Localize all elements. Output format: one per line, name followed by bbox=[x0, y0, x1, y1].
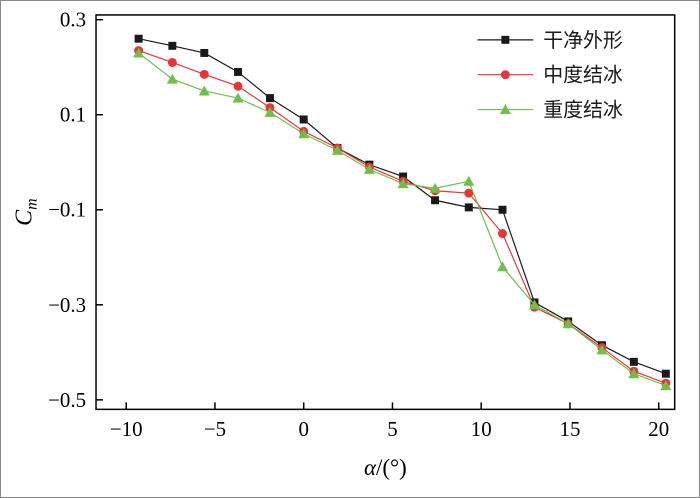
square-marker bbox=[431, 196, 440, 205]
legend-item-2: 重度结冰 bbox=[477, 99, 623, 122]
square-marker bbox=[661, 369, 670, 378]
triangle-marker bbox=[198, 85, 210, 96]
x-tick-label: 20 bbox=[648, 417, 669, 441]
triangle-marker bbox=[429, 182, 441, 193]
series-line bbox=[138, 38, 667, 375]
triangle-marker bbox=[499, 104, 511, 115]
square-marker bbox=[299, 115, 308, 124]
triangle-marker bbox=[363, 163, 375, 174]
y-tick-label: −0.1 bbox=[48, 198, 86, 222]
triangle-marker bbox=[331, 144, 343, 155]
triangle-marker bbox=[232, 92, 244, 103]
x-tick-label: 10 bbox=[471, 417, 492, 441]
triangle-marker bbox=[463, 175, 475, 186]
triangle-marker bbox=[397, 178, 409, 189]
legend-item-1: 中度结冰 bbox=[477, 64, 623, 87]
series-2 bbox=[133, 47, 672, 391]
circle-marker bbox=[500, 70, 510, 80]
circle-marker bbox=[498, 229, 507, 239]
legend-label: 干净外形 bbox=[543, 29, 623, 52]
square-marker bbox=[498, 205, 507, 214]
y-axis-label: Cm bbox=[11, 198, 40, 225]
square-marker bbox=[200, 48, 209, 57]
square-marker bbox=[134, 34, 143, 43]
triangle-marker bbox=[264, 106, 276, 117]
circle-marker bbox=[464, 188, 474, 198]
triangle-marker bbox=[298, 128, 310, 139]
square-marker bbox=[168, 41, 177, 50]
triangle-marker bbox=[628, 368, 640, 379]
x-tick-label: −10 bbox=[110, 417, 143, 441]
triangle-marker bbox=[133, 47, 145, 58]
square-marker bbox=[629, 357, 638, 366]
plot-box bbox=[95, 14, 676, 411]
circle-marker bbox=[199, 69, 209, 79]
square-marker bbox=[399, 172, 408, 181]
x-tick-label: 0 bbox=[298, 417, 308, 441]
y-axis-ticks: −0.5 −0.3 −0.1 0.1 0.3 bbox=[48, 8, 103, 412]
triangle-marker bbox=[528, 299, 540, 310]
legend-label: 中度结冰 bbox=[543, 64, 623, 87]
legend-item-0: 干净外形 bbox=[477, 29, 623, 52]
x-tick-label: 15 bbox=[560, 417, 581, 441]
x-tick-label: −5 bbox=[204, 417, 226, 441]
y-tick-label: −0.3 bbox=[48, 293, 86, 317]
triangle-marker bbox=[562, 318, 574, 329]
x-axis-ticks: −10 −5 0 5 10 15 20 bbox=[110, 402, 669, 441]
y-tick-label: −0.5 bbox=[48, 388, 86, 412]
y-tick-label: 0.3 bbox=[60, 8, 86, 32]
y-tick-label: 0.1 bbox=[60, 103, 86, 127]
triangle-marker bbox=[660, 380, 672, 391]
circle-marker bbox=[167, 57, 177, 67]
square-marker bbox=[234, 67, 243, 76]
legend-label: 重度结冰 bbox=[543, 99, 623, 122]
triangle-marker bbox=[596, 344, 608, 355]
triangle-marker bbox=[497, 261, 508, 272]
square-marker bbox=[265, 94, 274, 103]
square-marker bbox=[501, 35, 510, 44]
x-axis-label: α/(°) bbox=[364, 455, 407, 480]
circle-marker bbox=[233, 81, 243, 91]
x-tick-label: 5 bbox=[387, 417, 397, 441]
square-marker bbox=[464, 203, 473, 212]
triangle-marker bbox=[166, 73, 178, 84]
